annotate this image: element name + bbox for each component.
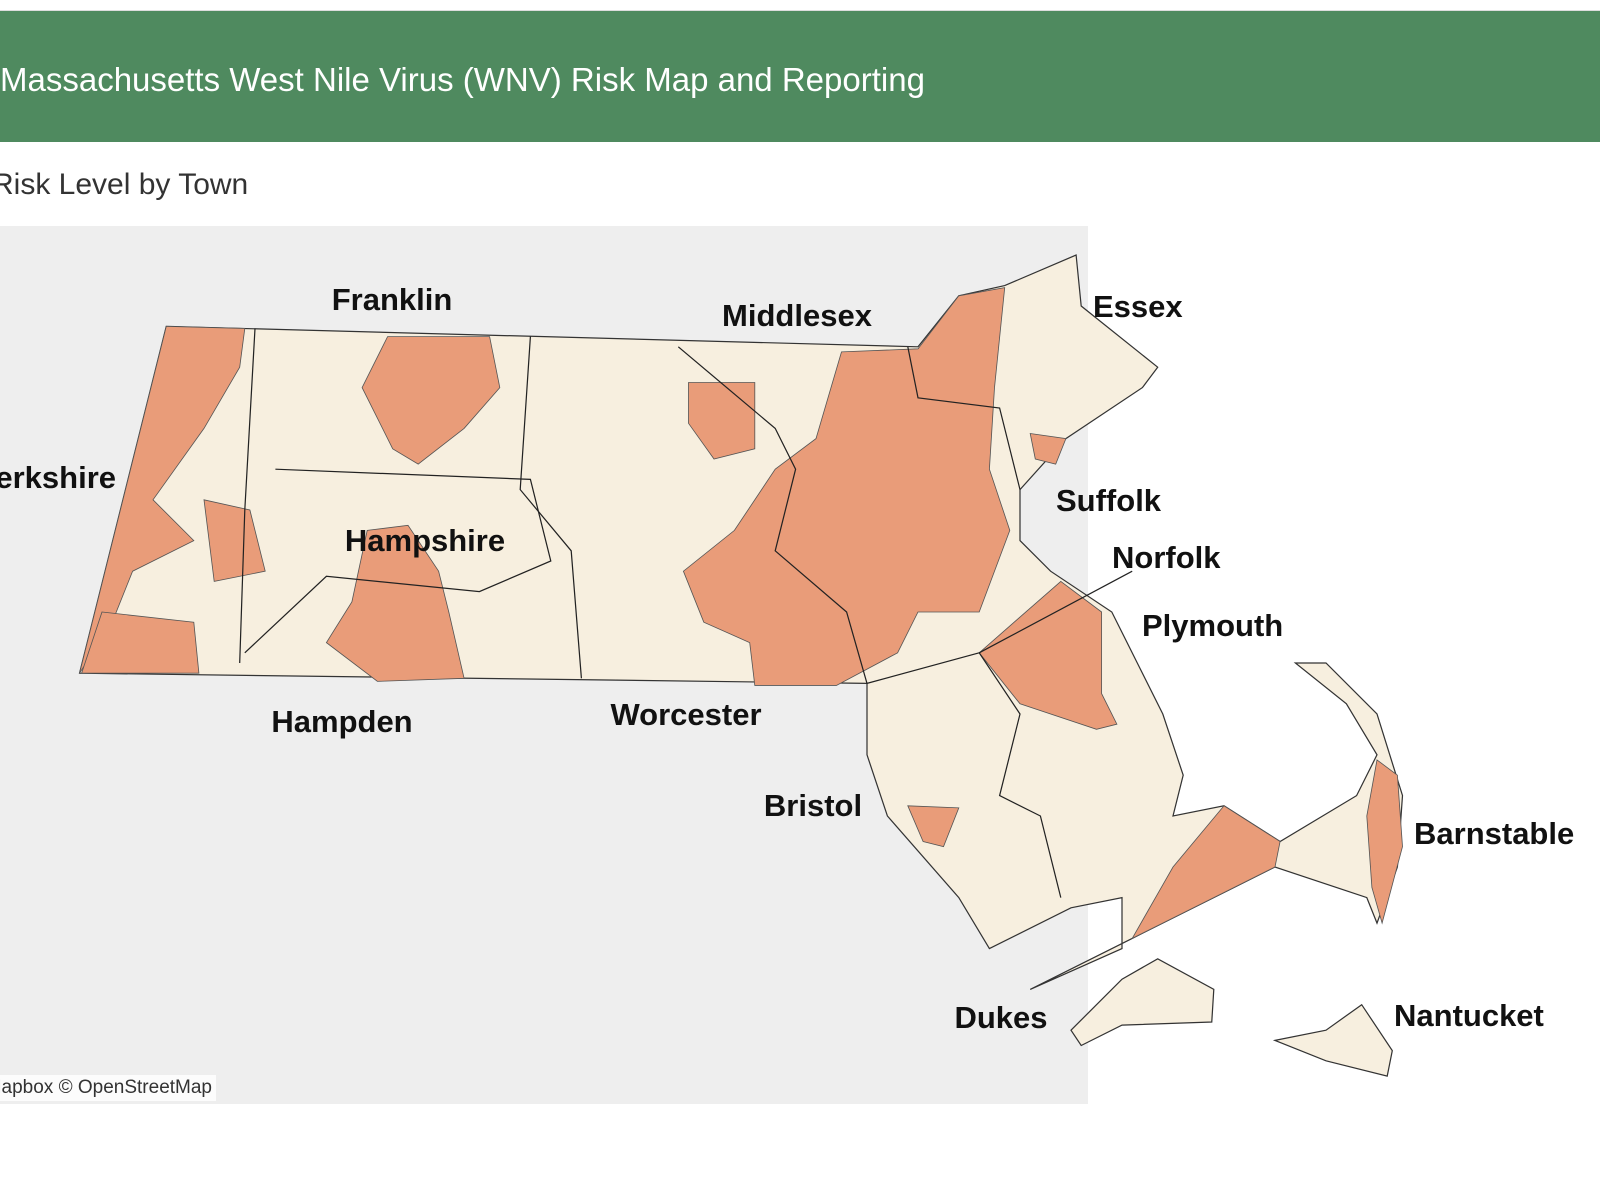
- risk-area: [688, 382, 756, 460]
- risk-area: [682, 287, 1011, 686]
- county-label: Barnstable: [1414, 816, 1574, 851]
- county-label: Berkshire: [0, 460, 116, 495]
- county-label: Plymouth: [1142, 608, 1283, 643]
- risk-area: [203, 499, 266, 582]
- county-label: Middlesex: [722, 298, 873, 333]
- attribution-bg: [0, 1075, 216, 1101]
- risk-area: [1029, 433, 1067, 465]
- header-bar: Massachusetts West Nile Virus (WNV) Risk…: [0, 10, 1600, 142]
- map-attribution: © Mapbox © OpenStreetMap: [0, 1077, 212, 1098]
- risk-area: [1366, 759, 1403, 925]
- map-subtitle: Risk Level by Town: [0, 168, 249, 201]
- county-borders: [239, 328, 1133, 898]
- county-label: Essex: [1093, 289, 1183, 324]
- county-label: Suffolk: [1056, 483, 1162, 518]
- county-label: Dukes: [954, 1000, 1047, 1035]
- risk-area: [978, 580, 1118, 730]
- county-label: Bristol: [764, 788, 862, 823]
- island: [1272, 1003, 1393, 1077]
- risk-area: [325, 524, 465, 682]
- risk-area: [81, 611, 200, 674]
- island: [1070, 958, 1215, 1047]
- county-label: Norfolk: [1112, 540, 1221, 575]
- county-label: Nantucket: [1394, 998, 1544, 1033]
- state-shape: [78, 254, 1404, 1077]
- page-title: Massachusetts West Nile Virus (WNV) Risk…: [0, 61, 925, 98]
- county-label: Worcester: [610, 697, 761, 732]
- risk-area: [361, 336, 501, 465]
- risk-area: [1131, 805, 1281, 940]
- county-label: Franklin: [332, 282, 453, 317]
- county-label: Hampden: [271, 704, 412, 739]
- risk-area: [907, 805, 960, 848]
- county-label: Hampshire: [345, 523, 505, 558]
